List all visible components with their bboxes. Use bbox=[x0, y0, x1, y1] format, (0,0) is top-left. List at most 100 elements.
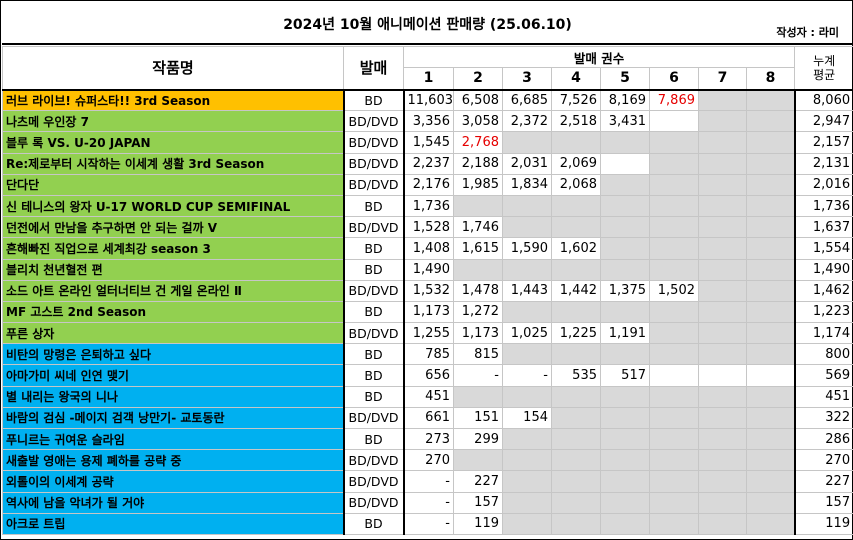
volume-cell: 815 bbox=[453, 343, 503, 366]
volume-cell: - bbox=[403, 470, 454, 493]
table-row: 새출발 영애는 용제 폐하를 공략 중 BD/DVD 270 270 bbox=[2, 449, 853, 472]
title-cell: 신 테니스의 왕자 U-17 WORLD CUP SEMIFINAL bbox=[2, 194, 345, 218]
average-cell: 270 bbox=[793, 449, 853, 472]
average-cell: 119 bbox=[793, 512, 853, 535]
title-cell: 푸니르는 귀여운 슬라임 bbox=[2, 427, 345, 451]
title-cell: 역사에 남을 악녀가 될 거야 bbox=[2, 491, 345, 514]
title-cell: 블리치 천년혈전 편 bbox=[2, 258, 345, 281]
volume-cell bbox=[551, 194, 601, 218]
table-row: 별 내리는 왕국의 니나 BD 451 451 bbox=[2, 385, 853, 408]
release-type-cell: BD bbox=[343, 300, 405, 324]
volume-cell: 154 bbox=[502, 406, 552, 430]
volume-cell: 2,237 bbox=[403, 152, 454, 175]
volume-cell bbox=[600, 131, 650, 154]
volume-cell bbox=[600, 152, 650, 175]
table-row: 아마가미 씨네 인연 맺기 BD 656- -535 517 569 bbox=[2, 364, 853, 387]
title-cell: 소드 아트 온라인 얼터너티브 건 게일 온라인 Ⅱ bbox=[2, 279, 345, 302]
volume-cell bbox=[745, 300, 796, 324]
volume-cell bbox=[745, 470, 796, 493]
volume-cell bbox=[600, 173, 650, 196]
volume-cell bbox=[600, 237, 650, 260]
title-cell: 아마가미 씨네 인연 맺기 bbox=[2, 364, 345, 387]
table-row: Re:제로부터 시작하는 이세계 생활 3rd Season BD/DVD 2,23… bbox=[2, 152, 853, 175]
release-type-cell: BD bbox=[343, 364, 405, 387]
volume-cell: 451 bbox=[403, 385, 454, 408]
release-type-cell: BD/DVD bbox=[343, 491, 405, 514]
header-average-line2: 평균 bbox=[813, 67, 836, 82]
volume-cell bbox=[698, 343, 747, 366]
volume-cell bbox=[502, 491, 552, 514]
release-type-cell: BD bbox=[343, 88, 405, 112]
volume-cell: - bbox=[403, 491, 454, 514]
volume-cell bbox=[698, 322, 747, 345]
volume-cell: 1,173 bbox=[403, 300, 454, 324]
volume-cell bbox=[453, 449, 503, 472]
volume-cell bbox=[600, 449, 650, 472]
volume-cell bbox=[745, 152, 796, 175]
volume-cell bbox=[745, 279, 796, 302]
author-label: 작성자 : 라미 bbox=[776, 26, 839, 39]
title-cell: 외톨이의 이세계 공략 bbox=[2, 470, 345, 493]
table-row: 소드 아트 온라인 얼터너티브 건 게일 온라인 Ⅱ BD/DVD 1,532 1,4… bbox=[2, 279, 853, 302]
volume-cell: 7,869 bbox=[649, 88, 699, 112]
average-cell: 2,016 bbox=[793, 173, 853, 196]
table-row: 흔해빠진 직업으로 세계최강 season 3 BD 1,408 1,615 1,590… bbox=[2, 237, 853, 260]
volume-cell bbox=[551, 491, 601, 514]
header-volume-6: 6 bbox=[649, 67, 699, 91]
volume-cell bbox=[502, 131, 552, 154]
volume-cell: 119 bbox=[453, 512, 503, 535]
table-row: 역사에 남을 악녀가 될 거야 BD/DVD -157 157 bbox=[2, 491, 853, 514]
volume-cell: 3,058 bbox=[453, 110, 503, 133]
volume-cell bbox=[745, 512, 796, 535]
release-type-cell: BD bbox=[343, 385, 405, 408]
volume-cell: 2,031 bbox=[502, 152, 552, 175]
volume-cell: 1,490 bbox=[403, 258, 454, 281]
release-type-cell: BD bbox=[343, 237, 405, 260]
volume-cell bbox=[502, 470, 552, 493]
release-type-cell: BD/DVD bbox=[343, 216, 405, 239]
release-type-cell: BD bbox=[343, 427, 405, 451]
average-cell: 1,554 bbox=[793, 237, 853, 260]
table-row: 신 테니스의 왕자 U-17 WORLD CUP SEMIFINAL BD 1,73… bbox=[2, 194, 853, 218]
volume-cell bbox=[745, 258, 796, 281]
volume-cell: 1,502 bbox=[649, 279, 699, 302]
volume-cell bbox=[698, 194, 747, 218]
average-cell: 1,637 bbox=[793, 216, 853, 239]
release-type-cell: BD/DVD bbox=[343, 406, 405, 430]
volume-cell: 1,615 bbox=[453, 237, 503, 260]
volume-cell bbox=[551, 300, 601, 324]
volume-cell bbox=[698, 385, 747, 408]
release-type-cell: BD/DVD bbox=[343, 322, 405, 345]
release-type-cell: BD/DVD bbox=[343, 470, 405, 493]
volume-cell: 157 bbox=[453, 491, 503, 514]
volume-cell bbox=[698, 279, 747, 302]
average-cell: 1,174 bbox=[793, 322, 853, 345]
volume-cell: 1,602 bbox=[551, 237, 601, 260]
volume-cell bbox=[551, 343, 601, 366]
release-type-cell: BD/DVD bbox=[343, 152, 405, 175]
volume-cell: 1,528 bbox=[403, 216, 454, 239]
volume-cell: 227 bbox=[453, 470, 503, 493]
volume-cell: 1,985 bbox=[453, 173, 503, 196]
volume-cell bbox=[745, 343, 796, 366]
volume-cell: 8,169 bbox=[600, 88, 650, 112]
volume-cell bbox=[551, 258, 601, 281]
volume-cell: 1,532 bbox=[403, 279, 454, 302]
volume-cell: 535 bbox=[551, 364, 601, 387]
volume-cell bbox=[600, 491, 650, 514]
volume-cell bbox=[698, 491, 747, 514]
volume-cell bbox=[745, 237, 796, 260]
volume-cell: 1,225 bbox=[551, 322, 601, 345]
table-row: 러브 라이브! 슈퍼스타!! 3rd Season BD 11,603 6,508 6,… bbox=[2, 88, 853, 112]
volume-cell bbox=[551, 216, 601, 239]
volume-cell bbox=[502, 385, 552, 408]
volume-cell bbox=[453, 258, 503, 281]
volume-cell bbox=[745, 406, 796, 430]
header-volumes-group: 발매 권수 bbox=[402, 46, 796, 68]
volume-cell bbox=[745, 385, 796, 408]
volume-cell bbox=[600, 194, 650, 218]
volume-cell bbox=[502, 216, 552, 239]
volume-cell bbox=[649, 173, 699, 196]
title-cell: 별 내리는 왕국의 니나 bbox=[2, 385, 345, 408]
